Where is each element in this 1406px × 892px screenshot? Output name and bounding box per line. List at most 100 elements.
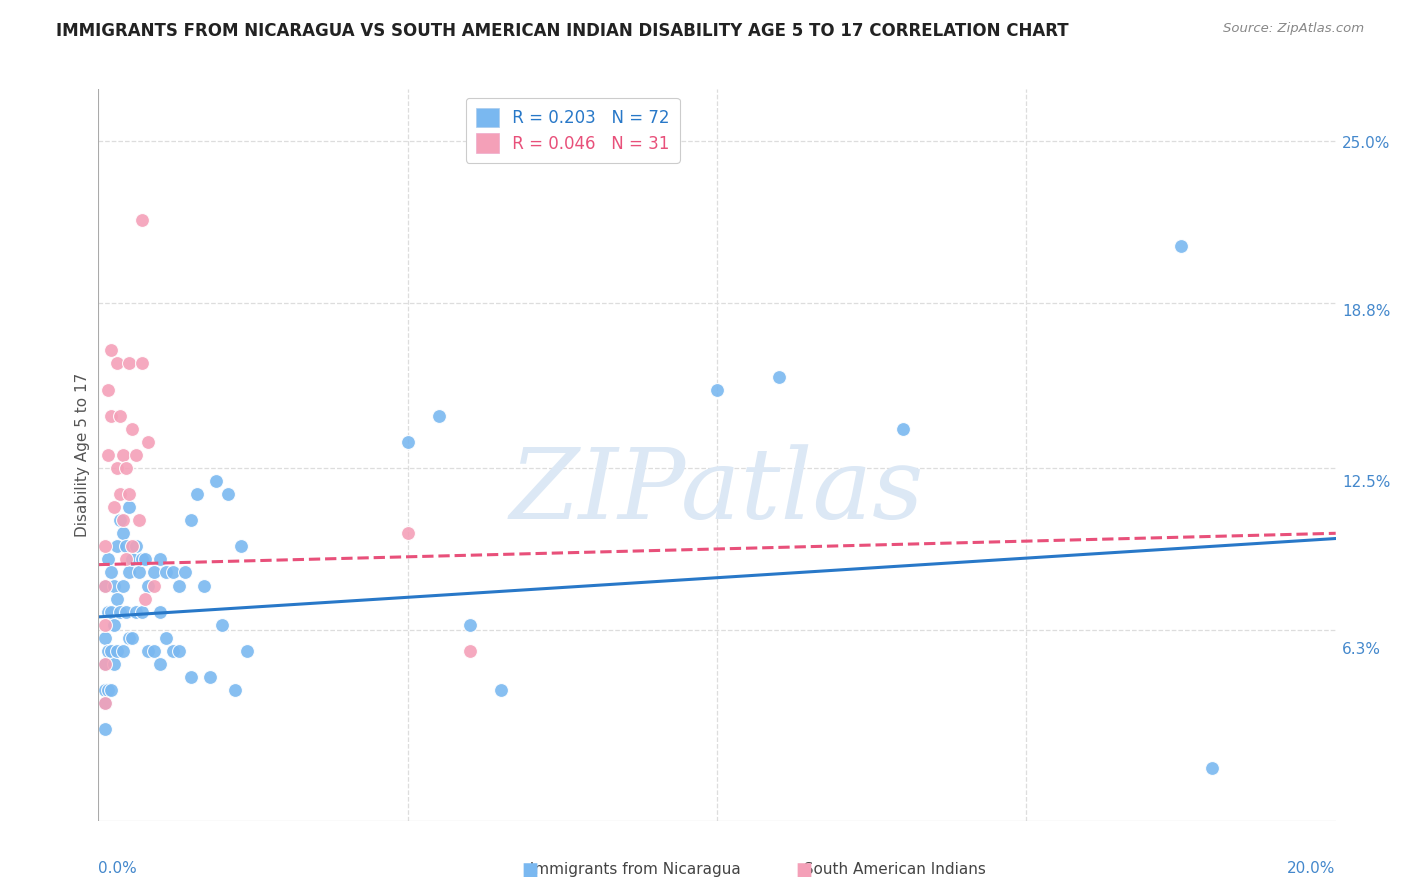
- Point: [143, 578, 166, 592]
- Text: 12.5%: 12.5%: [1341, 475, 1391, 490]
- Text: 25.0%: 25.0%: [1341, 136, 1391, 151]
- Point: [103, 578, 125, 592]
- Point: [97, 644, 120, 658]
- Point: [93, 657, 115, 671]
- Point: [149, 552, 172, 566]
- Point: [112, 513, 135, 527]
- Point: [124, 539, 146, 553]
- Text: ■: ■: [522, 861, 538, 879]
- Point: [93, 539, 115, 553]
- Point: [131, 356, 153, 371]
- Point: [105, 356, 128, 371]
- Point: [224, 683, 246, 698]
- Point: [124, 605, 146, 619]
- Point: [396, 434, 419, 449]
- Point: [155, 566, 177, 580]
- Point: [162, 566, 184, 580]
- Point: [128, 513, 150, 527]
- Text: 6.3%: 6.3%: [1341, 642, 1381, 657]
- Text: Immigrants from Nicaragua: Immigrants from Nicaragua: [520, 863, 741, 877]
- Point: [93, 723, 115, 737]
- Point: [186, 487, 208, 501]
- Point: [105, 591, 128, 606]
- Point: [97, 448, 120, 462]
- Point: [229, 539, 252, 553]
- Point: [236, 644, 259, 658]
- Point: [131, 605, 153, 619]
- Point: [489, 683, 512, 698]
- Point: [115, 539, 138, 553]
- Point: [155, 631, 177, 645]
- Point: [93, 683, 115, 698]
- Text: 0.0%: 0.0%: [98, 861, 138, 876]
- Point: [458, 644, 481, 658]
- Point: [1170, 239, 1192, 253]
- Point: [112, 526, 135, 541]
- Point: [134, 552, 156, 566]
- Point: [458, 617, 481, 632]
- Text: 20.0%: 20.0%: [1288, 861, 1336, 876]
- Point: [174, 566, 197, 580]
- Point: [108, 409, 131, 423]
- Point: [121, 422, 143, 436]
- Point: [180, 670, 202, 684]
- Point: [162, 644, 184, 658]
- Point: [105, 461, 128, 475]
- Point: [97, 683, 120, 698]
- Point: [93, 696, 115, 710]
- Point: [103, 657, 125, 671]
- Text: South American Indians: South American Indians: [794, 863, 986, 877]
- Point: [131, 552, 153, 566]
- Point: [180, 513, 202, 527]
- Point: [167, 644, 190, 658]
- Point: [115, 552, 138, 566]
- Point: [108, 487, 131, 501]
- Point: [396, 526, 419, 541]
- Point: [706, 383, 728, 397]
- Point: [118, 356, 141, 371]
- Point: [100, 409, 122, 423]
- Point: [427, 409, 450, 423]
- Point: [167, 578, 190, 592]
- Point: [136, 578, 159, 592]
- Point: [193, 578, 215, 592]
- Point: [108, 605, 131, 619]
- Point: [205, 474, 228, 488]
- Point: [100, 644, 122, 658]
- Point: [93, 617, 115, 632]
- Point: [103, 617, 125, 632]
- Point: [131, 212, 153, 227]
- Legend:  R = 0.203   N = 72,  R = 0.046   N = 31: R = 0.203 N = 72, R = 0.046 N = 31: [465, 97, 679, 162]
- Point: [121, 552, 143, 566]
- Point: [149, 657, 172, 671]
- Point: [128, 566, 150, 580]
- Point: [100, 343, 122, 358]
- Point: [100, 605, 122, 619]
- Point: [93, 631, 115, 645]
- Point: [143, 566, 166, 580]
- Point: [108, 513, 131, 527]
- Point: [198, 670, 221, 684]
- Point: [136, 644, 159, 658]
- Point: [891, 422, 914, 436]
- Point: [115, 605, 138, 619]
- Point: [211, 617, 233, 632]
- Text: ■: ■: [796, 861, 813, 879]
- Point: [118, 487, 141, 501]
- Point: [93, 696, 115, 710]
- Point: [121, 631, 143, 645]
- Point: [112, 448, 135, 462]
- Point: [768, 369, 790, 384]
- Point: [217, 487, 239, 501]
- Point: [118, 631, 141, 645]
- Point: [105, 539, 128, 553]
- Point: [118, 500, 141, 515]
- Point: [115, 461, 138, 475]
- Text: ZIPatlas: ZIPatlas: [510, 444, 924, 539]
- Point: [112, 578, 135, 592]
- Point: [97, 383, 120, 397]
- Y-axis label: Disability Age 5 to 17: Disability Age 5 to 17: [75, 373, 90, 537]
- Point: [97, 605, 120, 619]
- Point: [100, 683, 122, 698]
- Point: [93, 578, 115, 592]
